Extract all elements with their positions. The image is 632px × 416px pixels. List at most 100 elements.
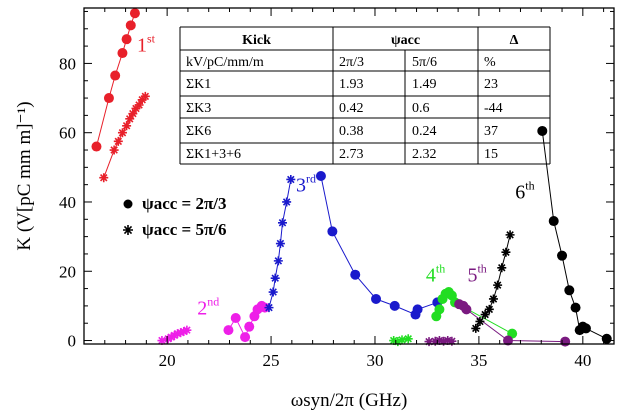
y-tick-label: 80 — [59, 54, 76, 73]
data-point — [91, 141, 102, 152]
series-line — [320, 175, 438, 316]
data-point — [125, 20, 136, 31]
table-cell: 0.6 — [412, 101, 430, 116]
data-point-star — [488, 294, 498, 304]
data-point — [557, 250, 568, 261]
data-point — [103, 93, 114, 104]
x-tick-label: 40 — [574, 351, 591, 370]
mode-label: 5th — [467, 262, 486, 287]
data-point — [129, 8, 140, 19]
data-point-star — [166, 332, 176, 342]
data-point-star — [275, 239, 285, 249]
x-tick-label: 30 — [366, 351, 383, 370]
plot-frame — [83, 7, 615, 345]
x-tick-label: 20 — [159, 351, 176, 370]
x-axis-label: ωsyn/2π (GHz) — [291, 390, 408, 411]
data-point-star — [273, 256, 283, 266]
data-point-star — [286, 174, 296, 184]
legend-label: ψacc = 2π/3 — [142, 194, 227, 213]
legend-star-marker — [123, 225, 133, 235]
data-point — [244, 321, 255, 332]
data-point-star — [137, 95, 147, 105]
table-cell: ΣK3 — [186, 101, 211, 116]
data-point-star — [182, 325, 192, 335]
data-point — [412, 304, 423, 315]
mode-label: 2nd — [197, 295, 219, 320]
data-point-star — [134, 100, 144, 110]
data-point-star — [125, 114, 135, 124]
table-unit-cell: 5π/6 — [412, 55, 437, 70]
data-point-star — [393, 337, 403, 347]
x-tick-label: 35 — [470, 351, 487, 370]
data-point-star — [471, 323, 481, 333]
table-cell: 2.32 — [412, 147, 437, 162]
data-point-star — [264, 303, 274, 313]
data-point — [117, 48, 128, 59]
data-point-star — [113, 136, 123, 146]
y-tick-label: 40 — [59, 193, 76, 212]
data-point-star — [501, 247, 511, 257]
data-point — [315, 171, 326, 181]
data-point-star — [497, 263, 507, 273]
data-point-star — [277, 218, 287, 228]
data-point-star — [424, 337, 434, 347]
data-point-star — [140, 91, 150, 101]
data-point-star — [493, 280, 503, 290]
data-point — [350, 269, 361, 280]
data-point-star — [268, 287, 278, 297]
mode-label: 1st — [137, 31, 156, 56]
table-cell: 1.93 — [339, 77, 364, 92]
table-cell: 0.24 — [412, 124, 437, 139]
data-point — [570, 302, 581, 313]
data-point-star — [447, 336, 457, 346]
data-point-star — [122, 121, 132, 131]
data-point-star — [389, 336, 399, 346]
table-cell: 1.49 — [412, 77, 437, 92]
data-point-star — [169, 330, 179, 340]
data-point — [461, 304, 472, 315]
y-tick-label: 0 — [68, 332, 77, 351]
mode-labels: 1st 2nd 3rd 4th 5th 6th — [137, 31, 535, 319]
data-point-star — [475, 316, 485, 326]
table-cell: 2.73 — [339, 147, 364, 162]
table-cell: 0.42 — [339, 101, 364, 116]
data-point — [564, 285, 575, 296]
data-point-star — [163, 334, 173, 344]
data-point — [389, 300, 400, 311]
tick-layer: 20 25 30 35 40 0 20 40 60 80 — [59, 8, 614, 370]
mode-label: 6th — [515, 179, 534, 204]
data-point — [327, 226, 338, 237]
legend: ψacc = 2π/3 ψacc = 5π/6 — [123, 194, 227, 239]
data-point — [580, 323, 591, 334]
y-tick-label: 20 — [59, 262, 76, 281]
data-point — [110, 70, 121, 81]
table-unit-cell: 2π/3 — [339, 55, 364, 70]
data-point — [601, 333, 612, 344]
x-tick-label: 25 — [263, 351, 280, 370]
data-point — [223, 325, 234, 336]
data-point-star — [157, 336, 167, 346]
data-point — [371, 293, 382, 304]
data-point-star — [282, 197, 292, 207]
data-point-star — [397, 335, 407, 345]
table-cell: ΣK6 — [186, 124, 211, 139]
mode-label: 4th — [426, 262, 445, 287]
data-point-star — [117, 128, 127, 138]
data-point-star — [131, 103, 141, 113]
table-header-cell: Kick — [242, 33, 271, 48]
data-point-star — [505, 230, 515, 240]
data-point — [503, 335, 513, 346]
kick-table: Kick ψacc ΔkV/pC/mm/m 2π/3 5π/6 % ΣK1 1.93 1.49 2… — [179, 26, 551, 165]
data-point — [121, 34, 132, 45]
legend-label: ψacc = 5π/6 — [142, 220, 227, 239]
data-point-star — [176, 328, 186, 338]
data-point — [537, 125, 548, 136]
data-point-star — [109, 145, 119, 155]
table-header-cell: ψacc — [391, 33, 420, 48]
table-unit-cell: kV/pC/mm/m — [186, 55, 264, 70]
data-point — [230, 313, 241, 324]
data-point-star — [173, 329, 183, 339]
table-cell: -44 — [484, 101, 503, 116]
data-point-star — [270, 273, 280, 283]
